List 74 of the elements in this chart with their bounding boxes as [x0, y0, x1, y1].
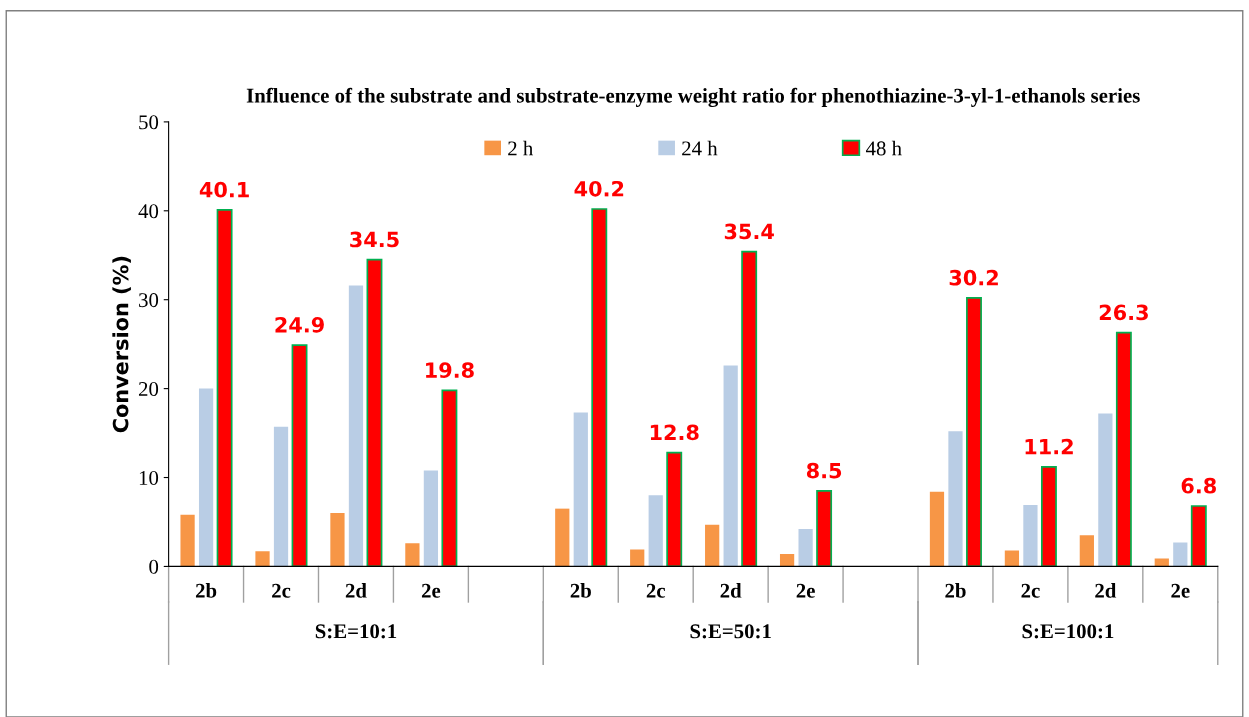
bar — [1154, 558, 1169, 567]
y-tick-label: 30 — [139, 293, 159, 308]
data-label: 19.8 — [426, 362, 474, 379]
data-label: 24.9 — [275, 316, 324, 333]
legend-label: 2 h — [508, 140, 534, 156]
text: S:E=100:1 — [1022, 624, 1114, 639]
bar — [1023, 505, 1038, 567]
bar — [1040, 466, 1057, 567]
bar — [573, 412, 588, 567]
bar — [948, 431, 963, 567]
data-label: 6.8 — [1181, 477, 1216, 494]
bar — [929, 491, 945, 567]
y-tick-label: 10 — [139, 470, 159, 485]
y-tick-label: 20 — [138, 381, 159, 397]
bar — [798, 529, 813, 567]
bar — [198, 388, 214, 567]
bar — [1115, 331, 1132, 567]
x-tick-label: 2d — [720, 583, 742, 598]
bar — [348, 285, 364, 567]
bar — [1098, 413, 1113, 567]
x-tick-label: 2d — [1095, 583, 1117, 598]
bar — [741, 250, 758, 567]
bar — [366, 258, 383, 567]
bar — [555, 508, 570, 567]
y-tick-label: 0 — [149, 559, 159, 574]
data-label: 35.4 — [724, 223, 774, 240]
x-tick-label: 2b — [195, 583, 217, 598]
chart-title: Influence of the substrate and substrate-enzyme weight ratio for phenothiazine-3-yl-1-ethanols series — [246, 87, 1140, 108]
bar — [1079, 535, 1094, 567]
bar — [1173, 542, 1188, 567]
bar — [441, 389, 458, 567]
y-axis-title: Conversion (%) — [112, 256, 131, 433]
bar — [180, 514, 195, 567]
data-label: 34.5 — [350, 231, 399, 248]
bar — [216, 209, 233, 567]
data-label: 8.5 — [806, 462, 842, 479]
x-tick-label: 2c — [646, 583, 666, 598]
bar — [255, 551, 270, 567]
data-label: 40.1 — [199, 181, 249, 198]
bar — [630, 549, 645, 567]
text: S:E=50:1 — [690, 624, 771, 639]
bar — [591, 208, 608, 567]
data-label: 12.8 — [650, 424, 699, 441]
x-tick-label: 2c — [272, 583, 291, 598]
legend-label: 24 h — [682, 140, 718, 156]
x-tick-label: 2e — [421, 583, 441, 598]
bar — [666, 451, 683, 567]
x-tick-label: 2b — [570, 583, 591, 598]
bar — [816, 490, 833, 567]
legend-label: 48 h — [866, 140, 902, 156]
data-label: 11.2 — [1025, 438, 1073, 455]
x-tick-label: 2d — [345, 583, 367, 598]
x-tick-label: 2e — [1171, 583, 1190, 598]
y-tick-label: 50 — [139, 115, 159, 130]
data-label: 26.3 — [1099, 304, 1148, 321]
bar — [966, 297, 982, 567]
bar — [723, 365, 738, 567]
bar — [291, 344, 308, 567]
y-tick-label: 40 — [138, 204, 159, 219]
bar — [705, 524, 720, 567]
x-tick-label: 2c — [1021, 583, 1040, 598]
bar — [648, 495, 663, 567]
text: S:E=10:1 — [315, 624, 397, 639]
bar — [1190, 505, 1207, 567]
bar — [423, 470, 439, 567]
bar — [1004, 550, 1020, 567]
bar — [405, 543, 420, 567]
bar — [273, 426, 289, 567]
bar — [330, 513, 345, 567]
data-label: 30.2 — [949, 269, 998, 286]
bar — [779, 553, 795, 567]
data-label: 40.2 — [574, 180, 624, 197]
x-tick-label: 2b — [945, 583, 966, 598]
x-tick-label: 2e — [796, 583, 815, 598]
